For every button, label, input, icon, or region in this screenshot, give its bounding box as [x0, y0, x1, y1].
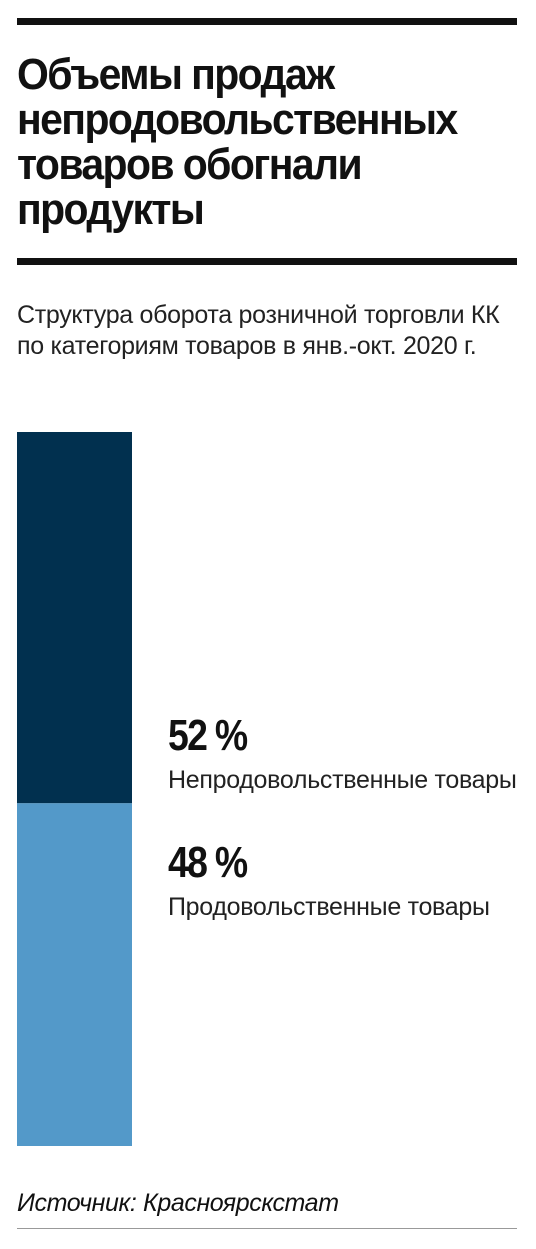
stacked-bar	[17, 432, 132, 1146]
segment-value-nonfood: 52 %	[168, 711, 248, 760]
segment-name-food: Продовольственные товары	[168, 893, 490, 921]
segment-label-nonfood: 52 % Непродовольственные товары	[168, 713, 528, 796]
segment-value-food: 48 %	[168, 838, 248, 887]
segment-label-food: 48 % Продовольственные товары	[168, 840, 528, 923]
chart-subtitle: Структура оборота розничной торговли КК …	[17, 301, 500, 360]
title-rule	[17, 258, 517, 265]
bar-segment-nonfood	[17, 432, 132, 804]
source-underline	[17, 1228, 517, 1229]
bar-segment-food	[17, 803, 132, 1146]
segment-name-nonfood: Непродовольственные товары	[168, 766, 517, 794]
top-rule	[17, 18, 517, 25]
chart-title: Объемы продаж непродовольственных товаро…	[17, 50, 458, 234]
source-note: Источник: Красноярскстат	[17, 1189, 339, 1217]
